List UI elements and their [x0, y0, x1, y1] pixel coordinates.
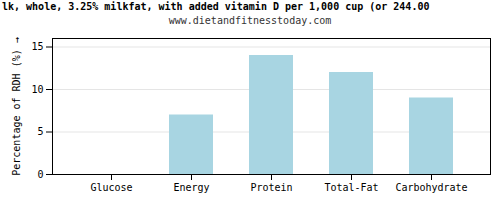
svg-text:0: 0: [37, 169, 43, 180]
svg-text:Protein: Protein: [250, 182, 292, 193]
svg-text:Carbohydrate: Carbohydrate: [395, 182, 467, 193]
html-text:lk, whole, 3.25% milkfat, with: lk, whole, 3.25% milkfat, with added vit…: [2, 1, 430, 12]
svg-text:Glucose: Glucose: [90, 182, 132, 193]
svg-text:Total-Fat: Total-Fat: [324, 182, 378, 193]
html-text:www.dietandfitnesstoday.com: www.dietandfitnesstoday.com: [168, 15, 332, 26]
svg-text:Energy: Energy: [173, 182, 209, 193]
svg-text:Percentage of RDH (%) →: Percentage of RDH (%) →: [11, 37, 22, 175]
svg-text:5: 5: [37, 126, 43, 137]
svg-text:10: 10: [31, 84, 43, 95]
svg-text:15: 15: [31, 41, 43, 52]
